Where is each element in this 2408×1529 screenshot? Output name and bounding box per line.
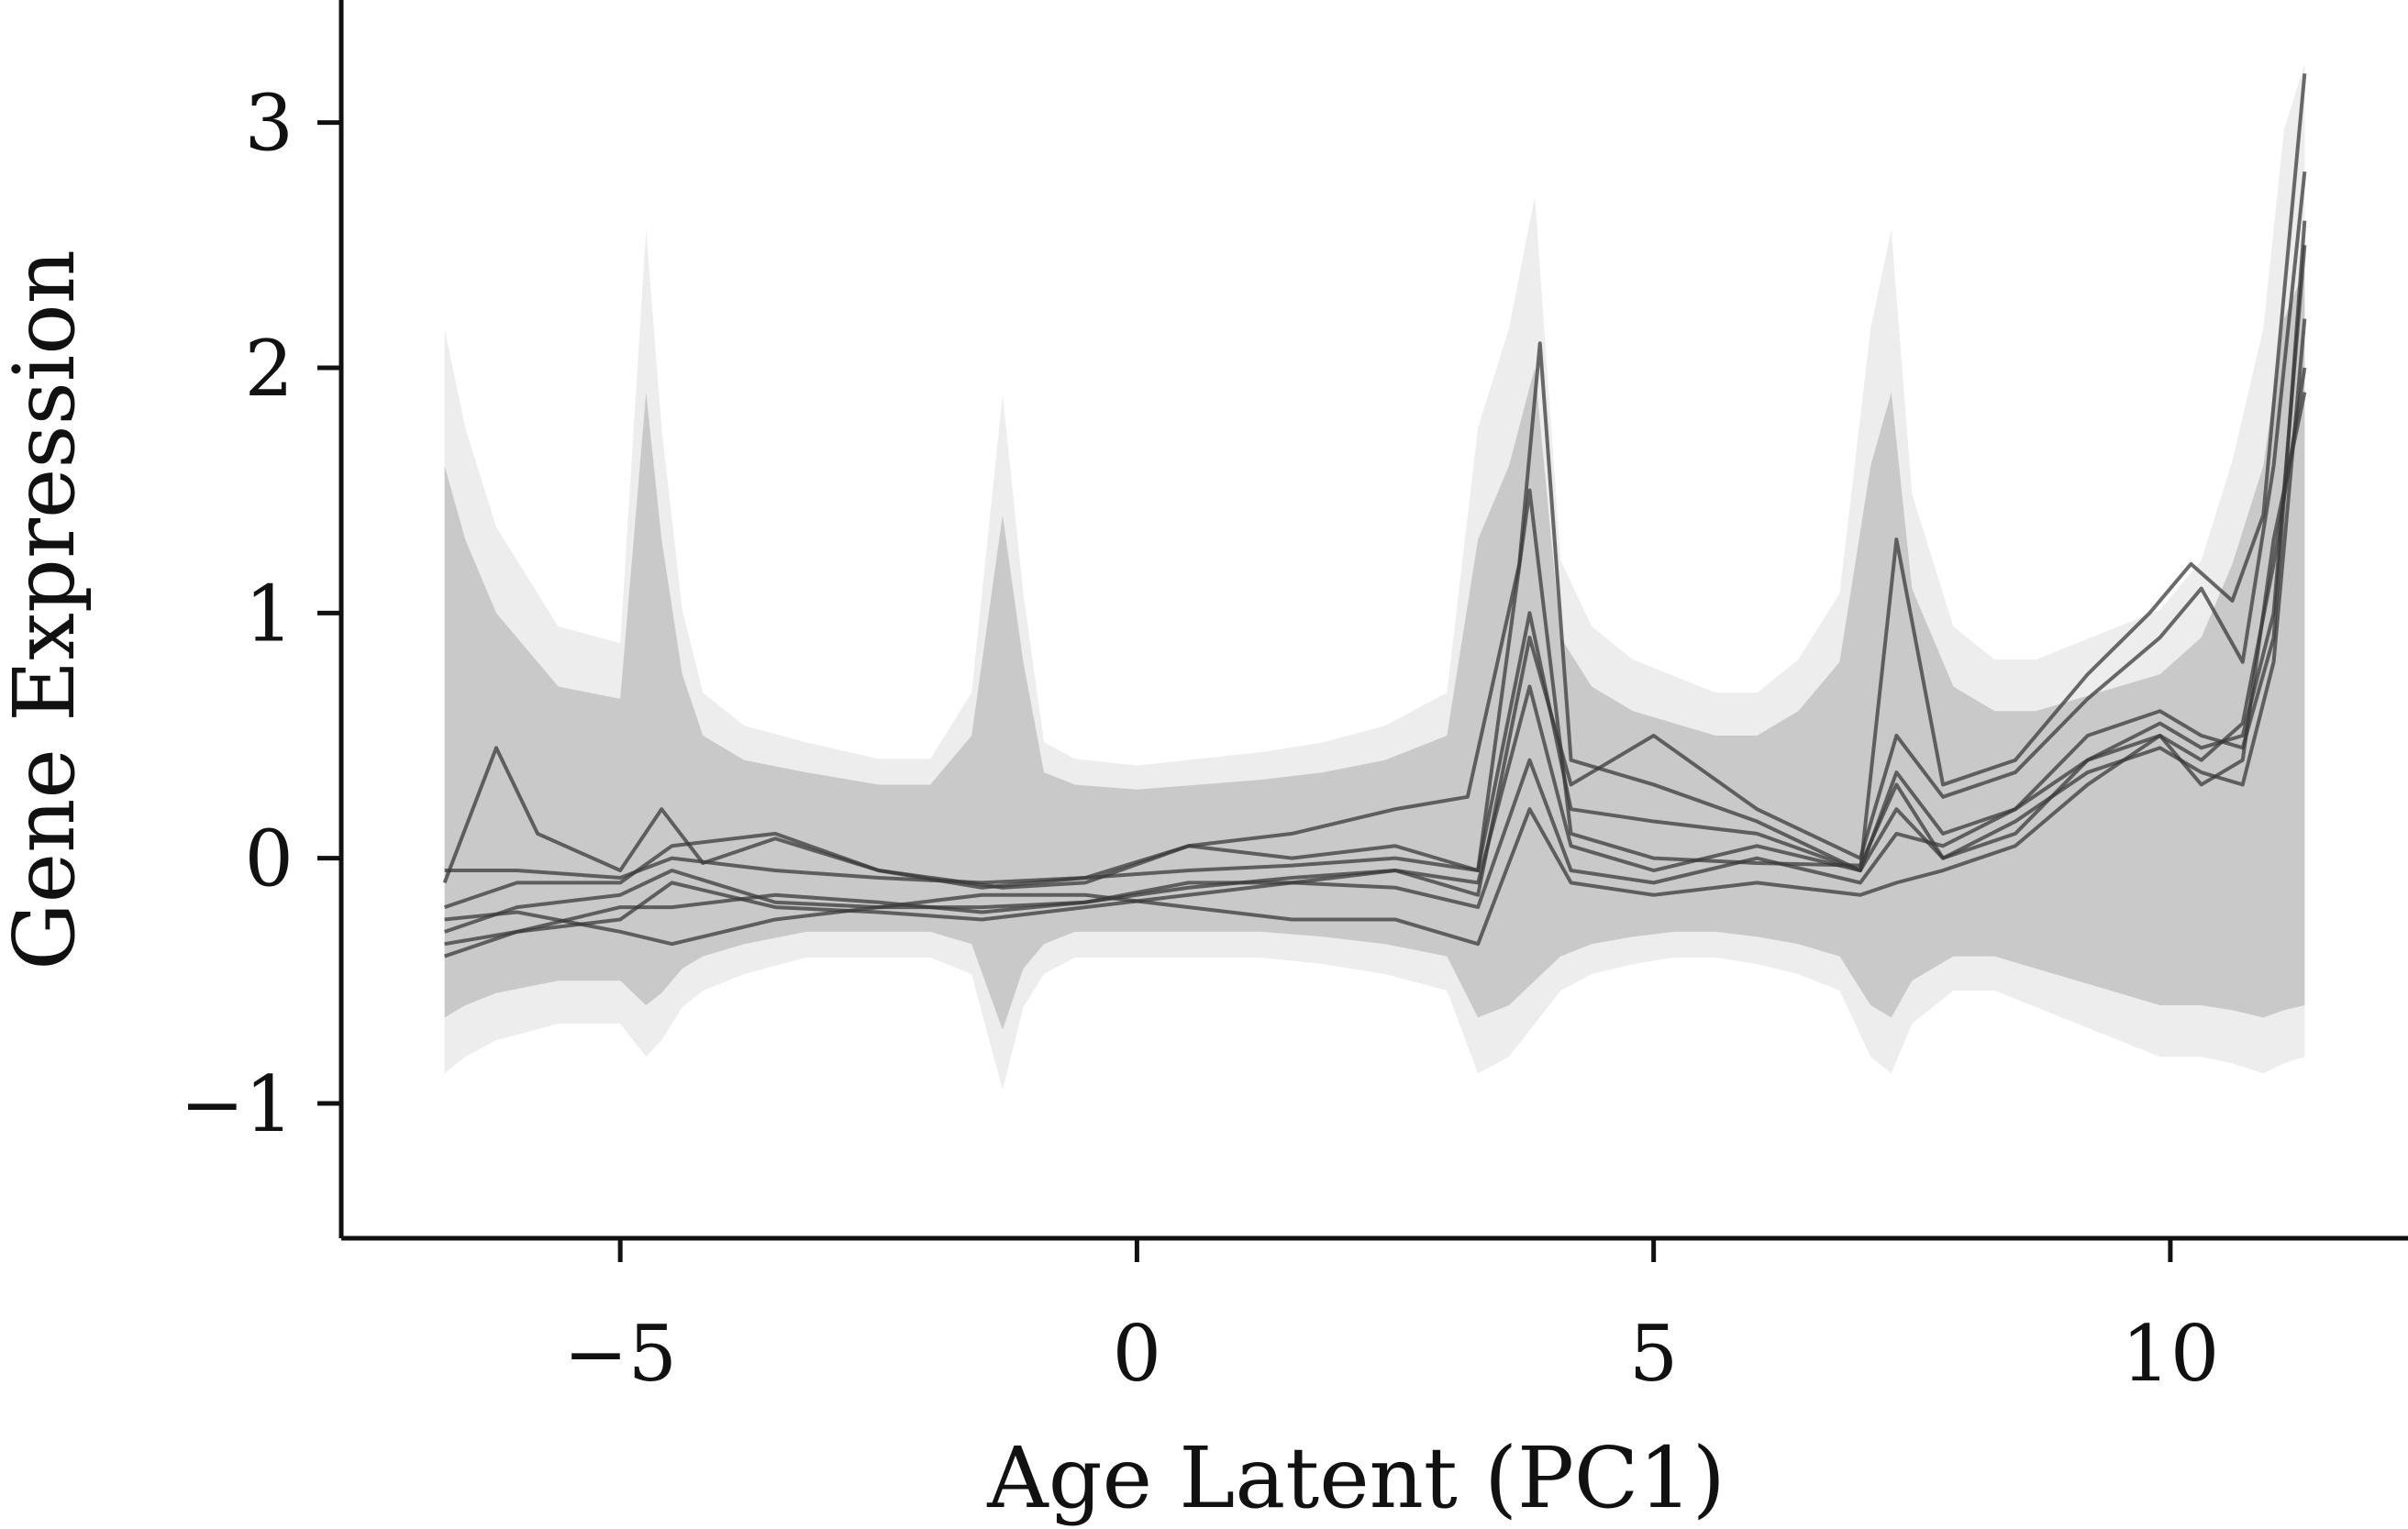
expression-range-band: [444, 63, 2305, 1091]
series-line-6: [444, 220, 2307, 910]
series-line-3: [444, 245, 2307, 885]
x-tick-label: 5: [1629, 1309, 1678, 1399]
expression-series-lines: [442, 73, 2307, 958]
y-tick-label: 0: [245, 814, 294, 904]
band-core: [444, 270, 2305, 1030]
series-line-4: [444, 318, 2307, 934]
x-tick-label: 10: [2121, 1309, 2219, 1399]
series-line-5: [444, 367, 2307, 947]
x-tick-label: 0: [1113, 1309, 1161, 1399]
x-tick-label: −5: [563, 1309, 677, 1399]
y-tick-label: 3: [245, 79, 294, 169]
y-tick-label: 1: [245, 569, 294, 659]
series-line-7: [444, 392, 2307, 947]
y-axis-label: Gene Expression: [0, 249, 94, 970]
axis-ticks: −5 0 5 10 −1 0 1 2 3: [180, 79, 2219, 1399]
x-axis-label: Age Latent (PC1): [986, 1429, 1725, 1527]
y-tick-label: 2: [245, 324, 294, 414]
y-tick-label: −1: [180, 1059, 294, 1149]
